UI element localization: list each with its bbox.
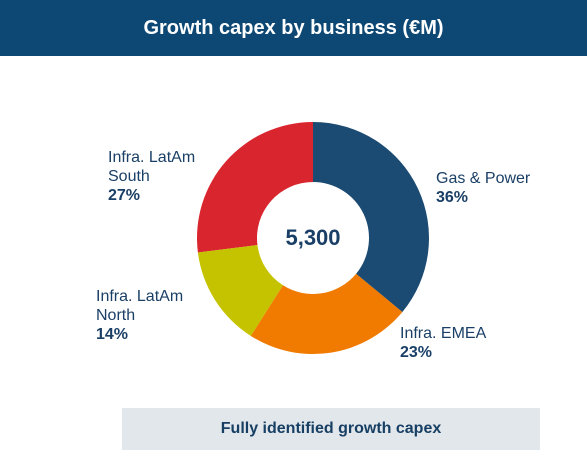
chart-title: Growth capex by business (€M) — [0, 0, 587, 56]
value-label: 27% — [108, 187, 141, 204]
slice-label: Infra. LatAm South 27% — [108, 148, 208, 205]
category-label: Infra. LatAm North — [96, 288, 184, 324]
donut-slice — [250, 273, 403, 354]
category-label: Infra. EMEA — [400, 325, 487, 342]
slice-label: Infra. EMEA 23% — [400, 324, 540, 362]
slice-label: Gas & Power 36% — [436, 169, 576, 207]
value-label: 36% — [436, 189, 469, 206]
center-total: 5,300 — [285, 225, 340, 250]
slice-label: Infra. LatAm North 14% — [96, 287, 196, 344]
value-label: 23% — [400, 344, 433, 361]
category-label: Infra. LatAm South — [108, 149, 196, 185]
donut-slice — [196, 122, 313, 253]
value-label: 14% — [96, 326, 129, 343]
donut-slice — [313, 122, 429, 312]
category-label: Gas & Power — [436, 170, 531, 187]
footer-caption: Fully identified growth capex — [122, 408, 540, 450]
donut-slice — [197, 245, 283, 336]
